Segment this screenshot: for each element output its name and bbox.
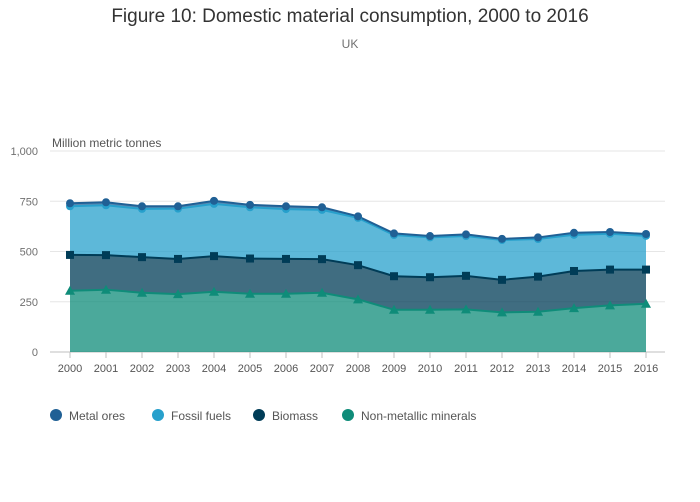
x-tick-label: 2015 bbox=[598, 363, 622, 375]
data-point-metal-ores bbox=[642, 230, 650, 239]
data-point-biomass bbox=[606, 265, 614, 274]
legend-swatch bbox=[253, 409, 265, 421]
data-point-metal-ores bbox=[102, 198, 110, 207]
data-point-metal-ores bbox=[498, 234, 506, 243]
data-point-non-metallic-minerals bbox=[353, 294, 363, 304]
data-point-biomass bbox=[102, 251, 110, 260]
chart-title: Figure 10: Domestic material consumption… bbox=[111, 6, 589, 27]
x-tick-label: 2013 bbox=[526, 363, 550, 375]
data-point-biomass bbox=[462, 271, 470, 280]
data-point-non-metallic-minerals bbox=[137, 287, 147, 297]
data-point-non-metallic-minerals bbox=[461, 304, 471, 314]
data-point-biomass bbox=[426, 273, 434, 282]
x-tick-label: 2014 bbox=[562, 363, 586, 375]
data-point-biomass bbox=[246, 254, 254, 263]
legend-label: Fossil fuels bbox=[171, 409, 231, 423]
data-point-non-metallic-minerals bbox=[533, 306, 543, 316]
data-point-metal-ores bbox=[426, 232, 434, 241]
y-tick-label: 500 bbox=[20, 247, 38, 259]
data-point-non-metallic-minerals bbox=[605, 300, 615, 310]
data-point-non-metallic-minerals bbox=[65, 285, 75, 295]
data-point-biomass bbox=[210, 252, 218, 261]
x-tick-label: 2016 bbox=[634, 363, 658, 375]
legend-label: Biomass bbox=[272, 409, 318, 423]
data-point-biomass bbox=[642, 265, 650, 274]
x-tick-label: 2008 bbox=[346, 363, 370, 375]
legend-item-non-metallic-minerals: Non-metallic minerals bbox=[342, 409, 476, 423]
area-biomass bbox=[70, 254, 646, 313]
area-non-metallic-minerals bbox=[70, 289, 646, 352]
legend-item-biomass: Biomass bbox=[253, 409, 318, 423]
data-point-non-metallic-minerals bbox=[497, 307, 507, 317]
data-point-non-metallic-minerals bbox=[389, 304, 399, 314]
data-point-metal-ores bbox=[606, 228, 614, 237]
data-point-biomass bbox=[318, 255, 326, 264]
legend-item-metal-ores: Metal ores bbox=[50, 409, 125, 423]
x-tick-label: 2005 bbox=[238, 363, 262, 375]
x-tick-label: 2011 bbox=[454, 363, 478, 375]
x-tick-label: 2004 bbox=[202, 363, 226, 375]
data-point-metal-ores bbox=[534, 233, 542, 242]
y-tick-label: 750 bbox=[20, 196, 38, 208]
x-tick-label: 2007 bbox=[310, 363, 334, 375]
x-tick-label: 2006 bbox=[274, 363, 298, 375]
data-point-metal-ores bbox=[390, 229, 398, 238]
data-point-metal-ores bbox=[174, 202, 182, 211]
data-point-non-metallic-minerals bbox=[209, 286, 219, 296]
data-point-metal-ores bbox=[570, 228, 578, 237]
data-point-metal-ores bbox=[318, 203, 326, 212]
data-point-biomass bbox=[282, 254, 290, 263]
data-point-non-metallic-minerals bbox=[641, 298, 651, 308]
data-point-non-metallic-minerals bbox=[317, 287, 327, 297]
x-tick-label: 2000 bbox=[58, 363, 82, 375]
y-axis-label: Million metric tonnes bbox=[52, 136, 161, 150]
data-point-biomass bbox=[354, 261, 362, 270]
legend-swatch bbox=[50, 409, 62, 421]
x-tick-label: 2009 bbox=[382, 363, 406, 375]
data-point-metal-ores bbox=[210, 196, 218, 205]
x-tick-label: 2002 bbox=[130, 363, 154, 375]
data-point-metal-ores bbox=[462, 230, 470, 239]
data-point-biomass bbox=[570, 266, 578, 275]
x-tick-label: 2012 bbox=[490, 363, 514, 375]
data-point-metal-ores bbox=[66, 199, 74, 208]
legend-label: Metal ores bbox=[69, 409, 125, 423]
data-point-metal-ores bbox=[138, 202, 146, 211]
data-point-non-metallic-minerals bbox=[101, 284, 111, 294]
data-point-metal-ores bbox=[282, 202, 290, 211]
data-point-biomass bbox=[534, 272, 542, 281]
data-point-metal-ores bbox=[246, 200, 254, 209]
data-point-non-metallic-minerals bbox=[425, 304, 435, 314]
chart-subtitle: UK bbox=[341, 37, 359, 51]
data-point-biomass bbox=[174, 254, 182, 263]
data-point-biomass bbox=[498, 275, 506, 284]
data-point-non-metallic-minerals bbox=[569, 303, 579, 313]
data-point-non-metallic-minerals bbox=[173, 289, 183, 299]
y-tick-label: 250 bbox=[20, 297, 38, 309]
data-point-biomass bbox=[138, 253, 146, 262]
data-point-biomass bbox=[66, 250, 74, 259]
area-fossil-fuels bbox=[70, 203, 646, 280]
legend-label: Non-metallic minerals bbox=[361, 409, 476, 423]
legend-item-fossil-fuels: Fossil fuels bbox=[152, 409, 231, 423]
data-point-biomass bbox=[390, 272, 398, 281]
x-tick-label: 2010 bbox=[418, 363, 442, 375]
data-point-non-metallic-minerals bbox=[281, 288, 291, 298]
x-tick-label: 2003 bbox=[166, 363, 190, 375]
legend-swatch bbox=[342, 409, 354, 421]
y-tick-label: 1,000 bbox=[10, 146, 38, 158]
legend-swatch bbox=[152, 409, 164, 421]
data-point-metal-ores bbox=[354, 212, 362, 221]
x-tick-label: 2001 bbox=[94, 363, 118, 375]
data-point-non-metallic-minerals bbox=[245, 288, 255, 298]
y-tick-label: 0 bbox=[32, 347, 38, 359]
